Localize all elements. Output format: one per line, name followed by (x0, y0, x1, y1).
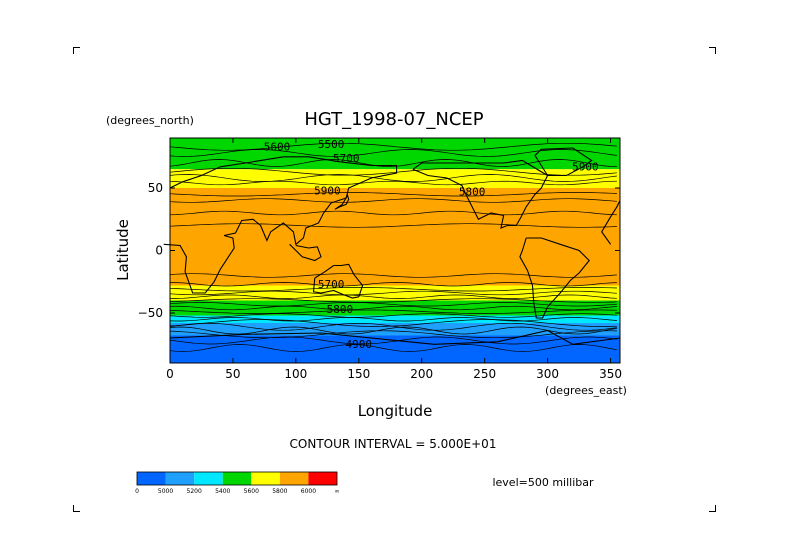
coastline-8 (169, 329, 621, 345)
contour-interval-label: CONTOUR INTERVAL = 5.000E+01 (290, 437, 497, 451)
contour-line (170, 294, 617, 299)
contour-line (169, 273, 617, 278)
colorbar-swatch (194, 472, 223, 485)
contour-line (169, 210, 617, 216)
coastline-7 (334, 194, 350, 210)
contour-value-label: 5600 (264, 141, 291, 154)
colorbar-label: 5800 (272, 488, 287, 495)
colorbar-swatch (308, 472, 337, 485)
filled-band-6 (170, 323, 620, 336)
contour-line (169, 159, 617, 167)
coastline-4 (312, 263, 364, 299)
contour-value-label: 5800 (327, 303, 354, 316)
contour-value-label: 5800 (459, 186, 486, 199)
filled-band-2 (170, 188, 620, 286)
colorbar-frame (136, 471, 338, 486)
chart-title: HGT_1998-07_NCEP (304, 109, 483, 130)
x-unit-label: (degrees_east) (545, 384, 627, 397)
contour-line (169, 180, 617, 186)
contour-value-label: 4900 (346, 338, 373, 351)
y-unit-label: (degrees_north) (106, 114, 194, 127)
colorbar-swatch (137, 472, 166, 485)
colorbar-label: 6000 (301, 488, 316, 495)
x-axis-label: Longitude (358, 402, 433, 420)
filled-band-3 (170, 285, 620, 301)
colorbar-label: 5400 (215, 488, 230, 495)
y-axis-label: Latitude (114, 219, 132, 281)
coastline-5 (534, 147, 593, 177)
colorbar-swatch (165, 472, 195, 485)
colorbar: 0 5000 5200 5400 5600 5800 6000 ∞ (135, 471, 340, 495)
x-tick-label: 0 (166, 367, 174, 381)
contour-line (169, 344, 617, 352)
contour-line (169, 167, 617, 176)
colorbar-label: 0 (135, 488, 139, 495)
level-label: level=500 millibar (492, 476, 594, 489)
coastline-1 (601, 200, 621, 245)
coastline-2 (412, 159, 549, 229)
contour-line (169, 282, 617, 287)
contour-line (169, 326, 617, 335)
contour-line (169, 149, 617, 157)
contour-line (169, 317, 617, 322)
contour-line (169, 290, 617, 296)
contour-value-label: 5700 (333, 152, 360, 165)
contour-line (169, 298, 617, 303)
filled-band-5 (170, 315, 620, 323)
colorbar-swatch (279, 472, 309, 485)
contour-value-label: 5700 (318, 278, 345, 291)
colorbar-label: 5000 (158, 488, 173, 495)
x-tick-label: 350 (599, 367, 622, 381)
contour-line (169, 287, 617, 292)
colorbar-swatch (222, 472, 252, 485)
colorbar-swatch (251, 472, 280, 485)
contour-line (169, 322, 617, 331)
corner-mark-top-left (73, 47, 80, 54)
filled-band-7 (170, 335, 620, 363)
contour-value-label: 5900 (572, 161, 599, 174)
contour-line (169, 223, 617, 228)
contour-value-label: 5500 (318, 138, 345, 151)
filled-band-0 (170, 138, 620, 170)
contour-line (169, 192, 617, 197)
x-tick-label: 200 (410, 367, 433, 381)
y-tick-label: 50 (148, 181, 163, 195)
contour-line (169, 305, 617, 311)
contour-value-label: 5900 (314, 184, 341, 197)
y-tick-label: 0 (155, 244, 163, 258)
contour-line (169, 198, 617, 203)
x-tick-label: 50 (225, 367, 240, 381)
colorbar-label: 5600 (244, 488, 259, 495)
x-tick-label: 300 (536, 367, 559, 381)
corner-mark-top-right (709, 47, 716, 54)
x-tick-label: 250 (473, 367, 496, 381)
contour-line (169, 302, 617, 307)
coastline-3 (519, 237, 590, 319)
contour-line (169, 336, 617, 345)
x-tick-label: 100 (284, 367, 307, 381)
contour-line (169, 313, 617, 318)
x-tick-label: 150 (347, 367, 370, 381)
y-tick-label: −50 (138, 306, 163, 320)
contour-line (169, 309, 617, 314)
corner-mark-bottom-left (73, 505, 80, 512)
coastline-0 (163, 156, 398, 294)
filled-band-4 (170, 300, 620, 316)
corner-mark-bottom-right (709, 505, 716, 512)
filled-band-1 (170, 169, 620, 188)
contour-line (169, 174, 617, 182)
colorbar-label: ∞ (335, 488, 340, 495)
coastline-6 (289, 243, 322, 262)
colorbar-label: 5200 (187, 488, 202, 495)
contour-line (169, 330, 617, 339)
